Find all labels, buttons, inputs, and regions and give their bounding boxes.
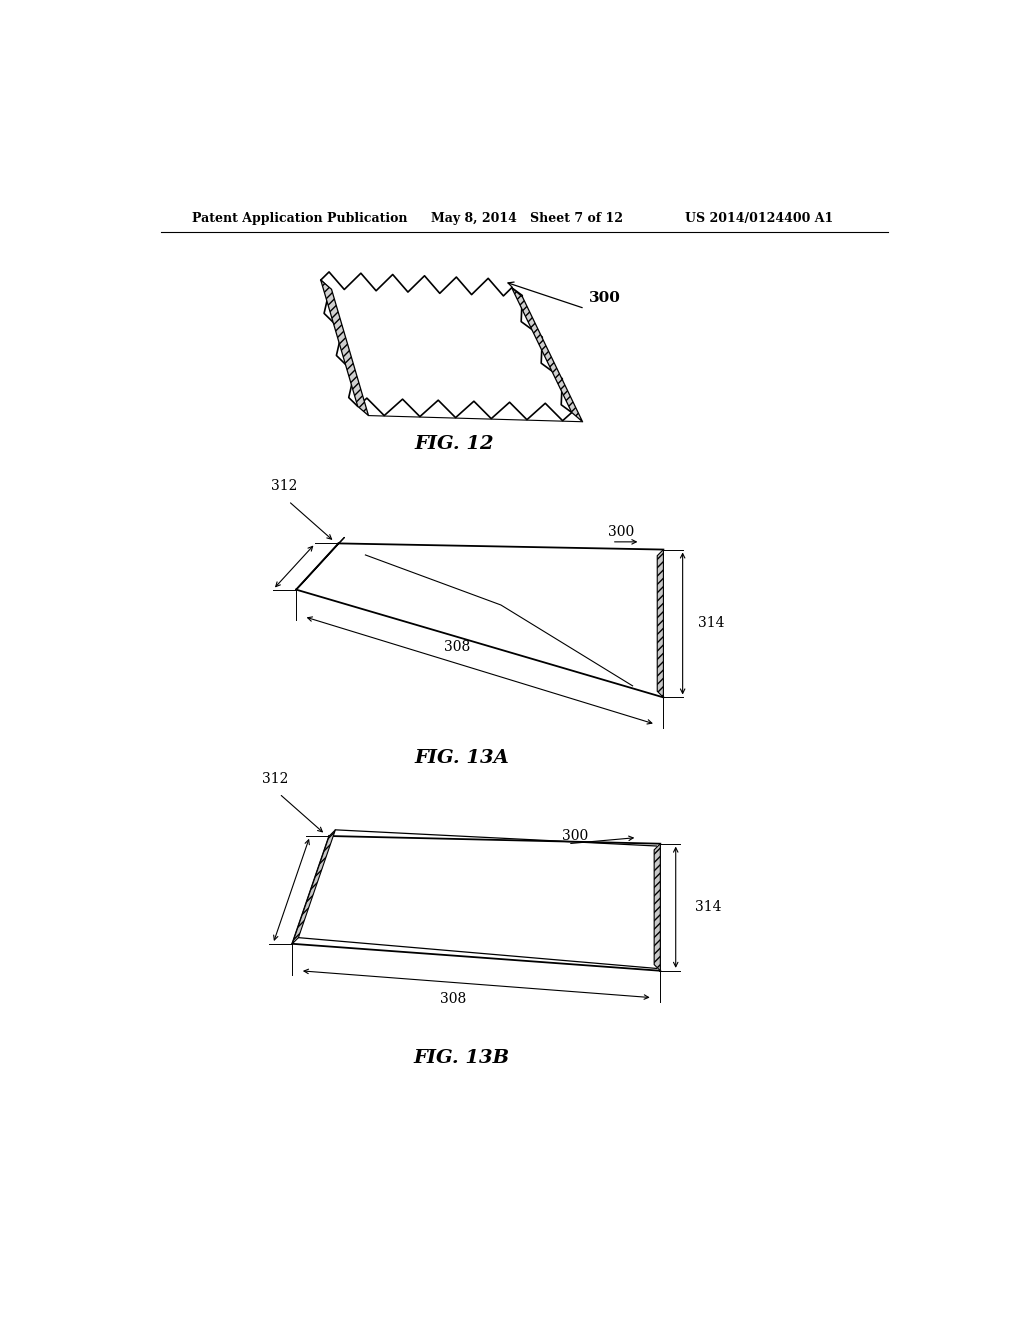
Text: May 8, 2014   Sheet 7 of 12: May 8, 2014 Sheet 7 of 12 (431, 213, 623, 224)
Text: FIG. 12: FIG. 12 (414, 436, 494, 454)
Polygon shape (292, 830, 336, 944)
Text: 300: 300 (589, 290, 621, 305)
Polygon shape (512, 288, 583, 422)
Text: Patent Application Publication: Patent Application Publication (193, 213, 408, 224)
Polygon shape (321, 280, 369, 416)
Text: FIG. 13B: FIG. 13B (414, 1049, 510, 1067)
Text: 308: 308 (440, 991, 466, 1006)
Text: 314: 314 (698, 616, 725, 631)
Text: 312: 312 (262, 772, 289, 785)
Text: US 2014/0124400 A1: US 2014/0124400 A1 (685, 213, 834, 224)
Text: 308: 308 (443, 640, 470, 653)
Text: 300: 300 (608, 525, 634, 539)
Text: FIG. 13A: FIG. 13A (415, 748, 509, 767)
Text: 300: 300 (562, 829, 588, 843)
Polygon shape (296, 537, 345, 590)
Polygon shape (654, 843, 660, 970)
Polygon shape (657, 549, 664, 697)
Text: 312: 312 (271, 479, 298, 494)
Text: 314: 314 (695, 900, 722, 915)
